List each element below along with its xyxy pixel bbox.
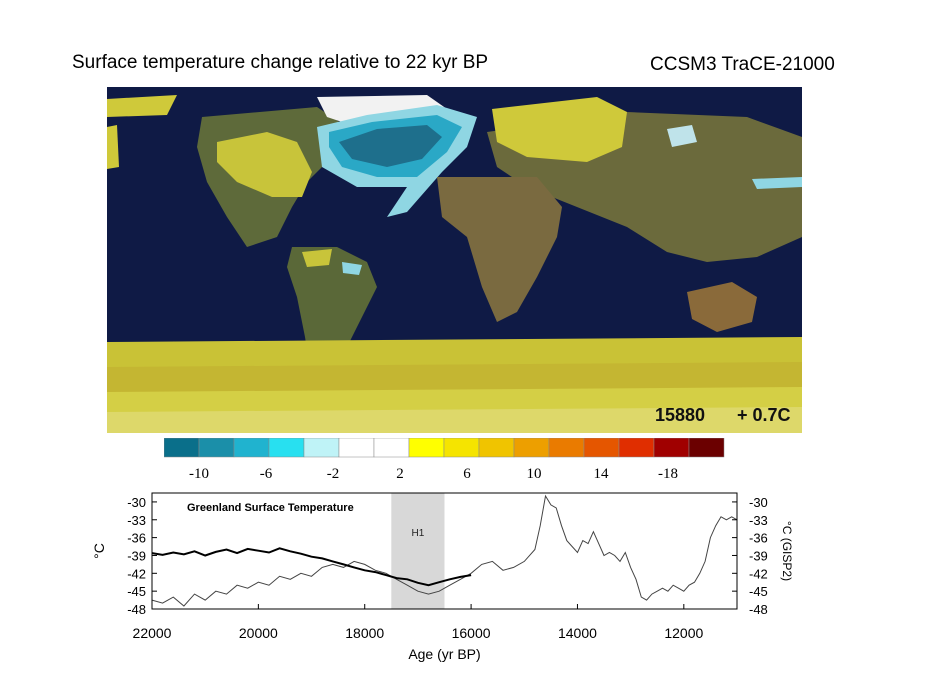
- chart-title: Greenland Surface Temperature: [187, 502, 354, 514]
- colorbar-tick-label: -2: [327, 466, 340, 478]
- y2-tick-label: -36: [749, 531, 768, 546]
- y2-tick-label: -30: [749, 495, 768, 510]
- colorbar-cell: [268, 438, 305, 458]
- map-warm-south-america: [302, 249, 332, 267]
- colorbar-cell: [443, 438, 480, 458]
- y-tick-label: -45: [127, 584, 146, 599]
- colorbar-cell: [373, 438, 410, 458]
- page-title: Surface temperature change relative to 2…: [72, 52, 489, 73]
- colorbar-cell: [303, 438, 340, 458]
- x-tick-label: 20000: [239, 625, 278, 641]
- y-tick-label: -48: [127, 602, 146, 617]
- map-warm-alaska: [107, 125, 119, 169]
- series-gisp2-line: [151, 494, 738, 607]
- y-tick-label: -36: [127, 531, 146, 546]
- x-tick-label: 18000: [345, 625, 384, 641]
- colorbar-cell: [583, 438, 620, 458]
- map-warm-north-america: [217, 132, 312, 197]
- colorbar-cell: [478, 438, 515, 458]
- x-tick-label: 22000: [133, 625, 172, 641]
- y-tick-label: -42: [127, 566, 146, 581]
- map-land-australia: [687, 282, 757, 332]
- x-tick-label: 16000: [452, 625, 491, 641]
- colorbar-cell: [198, 438, 235, 458]
- y2-tick-label: -45: [749, 584, 768, 599]
- colorbar-cell: [688, 438, 725, 458]
- colorbar: -10 -6 -2 2 6 10 14 -18: [164, 438, 725, 478]
- colorbar-tick-label: 6: [463, 466, 471, 478]
- map-warm-siberia: [492, 97, 627, 162]
- colorbar-tick-label: -6: [260, 466, 273, 478]
- colorbar-tick-label: 2: [396, 466, 404, 478]
- plot-frame: [151, 492, 738, 610]
- y-tick-label: -33: [127, 513, 146, 528]
- h1-label: H1: [412, 528, 425, 539]
- map-year-label: 15880: [655, 405, 705, 425]
- y-axis-label: °C: [91, 543, 107, 559]
- x-axis-label: Age (yr BP): [408, 646, 480, 662]
- colorbar-cell: [618, 438, 655, 458]
- map-cool-patch-north: [667, 125, 697, 147]
- y2-tick-label: -48: [749, 602, 768, 617]
- colorbar-cell: [233, 438, 270, 458]
- colorbar-cell: [338, 438, 375, 458]
- map-land-south-america: [287, 247, 377, 407]
- x-tick-label: 12000: [664, 625, 703, 641]
- y-tick-label: -39: [127, 548, 146, 563]
- series-model-line: [151, 547, 472, 587]
- h1-shaded-region: [391, 493, 445, 609]
- colorbar-tick-label: 14: [594, 466, 610, 478]
- map-warm-northwest: [107, 95, 177, 117]
- map-cold-anomaly-core: [339, 125, 442, 167]
- colorbar-cell: [548, 438, 585, 458]
- map-cool-south-america: [342, 262, 362, 275]
- y2-tick-label: -39: [749, 548, 768, 563]
- colorbar-tick-label: -10: [189, 466, 209, 478]
- y2-axis-label: °C (GISP2): [780, 521, 794, 581]
- temperature-map: 15880 + 0.7C: [107, 87, 802, 433]
- y2-tick-label: -33: [749, 513, 768, 528]
- x-tick-label: 14000: [558, 625, 597, 641]
- map-antarctica: [107, 407, 802, 433]
- y-tick-label: -30: [127, 495, 146, 510]
- y2-tick-label: -42: [749, 566, 768, 581]
- model-label: CCSM3 TraCE-21000: [650, 54, 835, 75]
- colorbar-tick-label: 10: [527, 466, 542, 478]
- map-anomaly-label: + 0.7C: [737, 405, 791, 425]
- greenland-temperature-chart: H1 22000 20000 18000 16000 14000 12000 -30 -30…: [91, 492, 794, 662]
- map-land-africa: [437, 177, 562, 322]
- colorbar-cell: [513, 438, 550, 458]
- colorbar-cell: [408, 438, 445, 458]
- map-cool-patch-east: [752, 177, 802, 189]
- colorbar-tick-label: -18: [658, 466, 678, 478]
- colorbar-cell: [653, 438, 690, 458]
- colorbar-cell: [164, 438, 200, 458]
